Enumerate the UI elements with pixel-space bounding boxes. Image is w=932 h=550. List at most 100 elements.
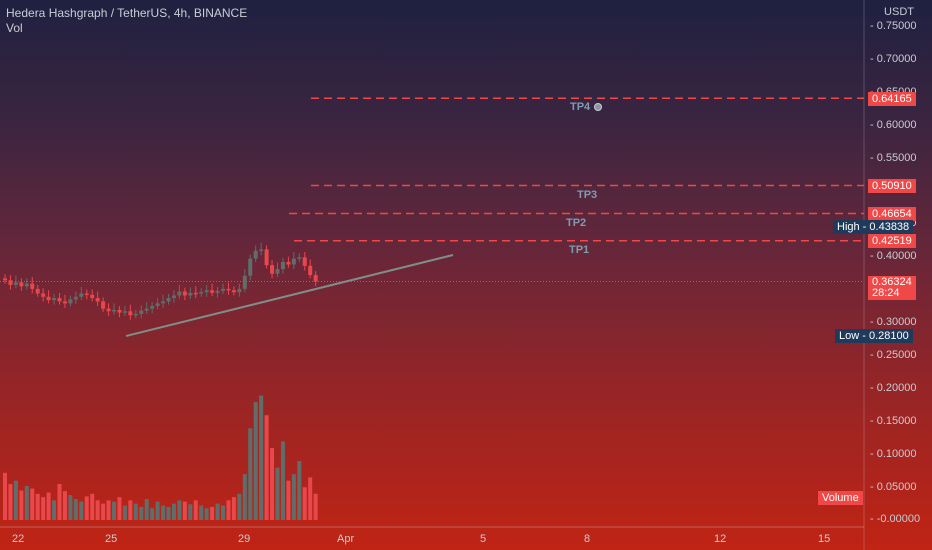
volume-bar: [62, 491, 67, 520]
candle-body: [3, 278, 7, 281]
candle-body: [280, 261, 285, 270]
candle-body: [68, 299, 73, 304]
y-tick-label: - -0.00000: [870, 513, 921, 525]
volume-bar: [90, 493, 95, 520]
high-value: 0.43838: [869, 221, 910, 233]
volume-bar: [221, 505, 225, 520]
candle-body: [286, 261, 291, 265]
candle-body: [270, 265, 275, 274]
candle-body: [275, 269, 280, 274]
tp1-price-tag: 0.42519: [868, 234, 916, 248]
candle-body: [253, 250, 258, 259]
volume-bar: [112, 501, 116, 520]
tp3-price-tag: 0.50910: [868, 179, 916, 193]
candle-body: [24, 283, 29, 287]
y-tick-label: - 0.40000: [870, 250, 917, 262]
candle-body: [46, 296, 51, 301]
volume-bar: [35, 493, 40, 520]
volume-bar: [30, 488, 35, 520]
candle-body: [221, 288, 225, 291]
candle-body: [150, 305, 155, 309]
candle-body: [291, 258, 296, 265]
y-tick-label: - 0.15000: [870, 415, 917, 427]
volume-indicator-label: Vol: [6, 21, 23, 35]
volume-bar: [259, 395, 264, 520]
candle-body: [199, 292, 204, 294]
candle-body: [128, 311, 133, 316]
candle-body: [90, 294, 95, 299]
volume-bar: [188, 504, 193, 520]
candle-body: [259, 249, 264, 251]
candle-body: [302, 257, 307, 266]
volume-bar: [302, 487, 307, 520]
candle-body: [57, 298, 62, 302]
candle-body: [62, 301, 67, 304]
volume-bar: [150, 508, 155, 520]
candle-body: [297, 257, 302, 259]
volume-bar: [177, 500, 182, 520]
trendline: [125, 254, 454, 337]
candle-body: [13, 282, 18, 285]
candle-body: [139, 310, 144, 314]
candle-body: [242, 275, 247, 289]
volume-bar: [106, 500, 111, 520]
volume-bar: [122, 505, 127, 520]
volume-bar: [79, 501, 84, 520]
target-lines: [0, 97, 864, 337]
candle-body: [101, 301, 106, 309]
volume-bar: [73, 499, 78, 520]
volume-bar: [237, 493, 242, 520]
volume-bar: [193, 500, 198, 520]
tp4-label: TP4: [570, 101, 591, 113]
candle-body: [161, 301, 166, 304]
candle-body: [133, 313, 138, 316]
volume-bar: [253, 402, 258, 520]
y-tick-label: - 0.30000: [870, 316, 917, 328]
chart-grid: [0, 0, 865, 550]
low-tag: Low - 0.28100: [835, 329, 913, 343]
candle-body: [41, 293, 46, 297]
y-tick-label: - 0.05000: [870, 481, 917, 493]
candle-body: [155, 303, 160, 306]
y-tick-label: - 0.10000: [870, 448, 917, 460]
candle-body: [248, 258, 253, 276]
candle-body: [188, 292, 193, 296]
volume-bar: [204, 508, 209, 520]
candle-body: [8, 280, 13, 285]
tp1-label: TP1: [569, 244, 590, 256]
candle-body: [73, 296, 78, 300]
volume-bar: [24, 485, 29, 520]
y-tick-label: - 0.75000: [870, 20, 917, 32]
tp4-price-tag: 0.64165: [868, 92, 916, 106]
candle-body: [308, 265, 313, 276]
volume-bar: [308, 477, 313, 520]
volume-tag: Volume: [818, 491, 863, 505]
volume-bar: [270, 447, 275, 520]
candle-body: [112, 309, 116, 312]
volume-bar: [68, 495, 73, 520]
candle-body: [193, 292, 198, 295]
low-value: 0.28100: [868, 330, 909, 342]
volume-bar: [264, 415, 269, 520]
volume-bar: [46, 492, 51, 520]
volume-bar: [155, 501, 160, 520]
candle-body: [84, 293, 89, 295]
current-price: 0.36324: [872, 276, 912, 288]
volume-bar: [57, 483, 62, 520]
volume-bar: [242, 474, 247, 520]
candle-body: [106, 308, 111, 312]
candle-body: [19, 282, 24, 287]
tp2-label: TP2: [566, 217, 587, 229]
volume-bar: [291, 474, 296, 520]
candle-body: [177, 291, 182, 296]
volume-bar: [248, 428, 253, 520]
candle-body: [79, 293, 84, 297]
x-tick-label: Apr: [337, 533, 355, 545]
candle-body: [35, 288, 40, 294]
x-tick-label: 29: [238, 533, 251, 545]
volume-bar: [286, 480, 291, 520]
volume-bar: [3, 472, 7, 520]
y-tick-label: - 0.25000: [870, 349, 917, 361]
currency-label: USDT: [884, 6, 914, 18]
